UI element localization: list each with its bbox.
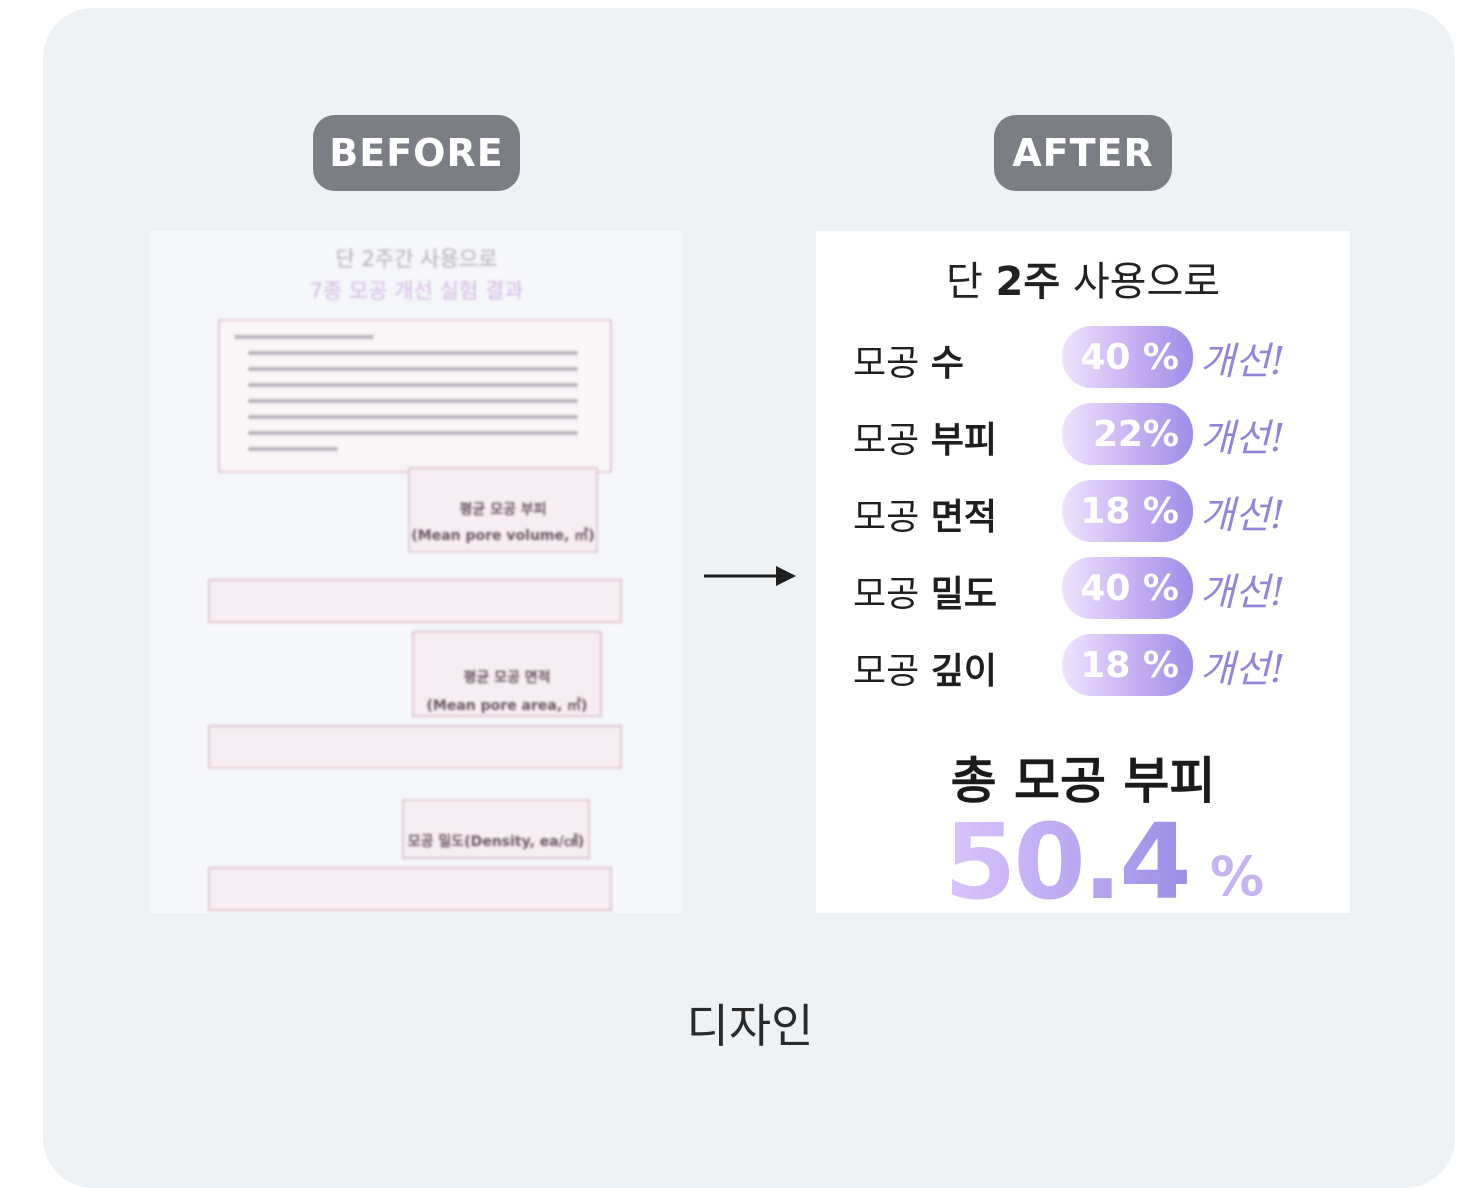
row-note: 개선! [1200,638,1285,693]
row-value: 18 % [1062,480,1193,542]
doc-callout-label: 평균 모공 면적 [414,667,600,687]
improvement-row: 모공 밀도 40 %개선! [816,557,1350,619]
doc-callout-label: 평균 모공 부피 [410,499,596,519]
doc-table-row [208,725,622,769]
arrow-head [776,566,796,586]
doc-text-line [248,367,578,371]
row-label-emphasis: 밀도 [931,574,997,615]
doc-callout: 모공 밀도(Density, ea/㎠) [402,799,590,859]
doc-text-line [248,399,578,403]
doc-callout: 평균 모공 면적 (Mean pore area, ㎡) [412,631,602,717]
row-label-prefix: 모공 [853,343,919,384]
doc-callout: 평균 모공 부피 (Mean pore volume, ㎥) [408,467,598,553]
headline-suffix: 사용으로 [1073,259,1220,305]
doc-callout-sublabel: (Mean pore area, ㎡) [414,695,600,715]
after-badge: AFTER [994,115,1172,191]
headline-prefix: 단 [946,259,983,305]
before-document: 단 2주간 사용으로 7종 모공 개선 실험 결과 평균 모공 부피 (Mean… [150,231,683,913]
doc-table-row [208,579,622,623]
doc-callout-sublabel: (Mean pore volume, ㎥) [410,525,596,545]
caption: 디자인 [0,990,1475,1056]
doc-text-line [248,415,578,419]
row-label: 모공 면적 [853,488,997,540]
row-value: 22% [1062,403,1193,465]
arrow [700,562,800,590]
total-value: 50.4 [944,801,1189,913]
before-image: 단 2주간 사용으로 7종 모공 개선 실험 결과 평균 모공 부피 (Mean… [150,231,683,913]
row-label: 모공 깊이 [853,642,997,694]
row-note: 개선! [1200,407,1285,462]
row-label-emphasis: 수 [931,343,964,384]
doc-text-line [248,383,578,387]
doc-text-block [218,319,612,473]
row-label-emphasis: 면적 [931,497,997,538]
improvement-row: 모공 깊이 18 %개선! [816,634,1350,696]
row-value: 40 % [1062,557,1193,619]
row-value: 40 % [1062,326,1193,388]
row-label-emphasis: 부피 [931,420,997,461]
doc-title: 단 2주간 사용으로 [150,243,683,273]
doc-text-line [234,335,374,339]
improvement-row: 모공 면적 18 %개선! [816,480,1350,542]
row-note: 개선! [1200,330,1285,385]
row-value: 18 % [1062,634,1193,696]
doc-callout-label: 모공 밀도(Density, ea/㎠) [404,831,588,851]
row-label-prefix: 모공 [853,651,919,692]
row-label-prefix: 모공 [853,420,919,461]
doc-text-line [248,431,578,435]
row-label-prefix: 모공 [853,497,919,538]
row-label-prefix: 모공 [853,574,919,615]
row-label-emphasis: 깊이 [931,651,997,692]
doc-subtitle: 7종 모공 개선 실험 결과 [150,275,683,305]
improvement-row: 모공 수 40 %개선! [816,326,1350,388]
headline-emphasis: 2주 [995,259,1060,305]
headline: 단 2주 사용으로 [816,249,1350,307]
improvement-row: 모공 부피 22%개선! [816,403,1350,465]
row-label: 모공 밀도 [853,565,997,617]
doc-text-line [248,447,338,451]
row-label: 모공 수 [853,334,964,386]
total-unit: % [1210,845,1264,908]
row-note: 개선! [1200,484,1285,539]
doc-table-row [208,867,612,911]
doc-text-line [248,351,578,355]
row-note: 개선! [1200,561,1285,616]
before-badge: BEFORE [313,115,520,191]
row-label: 모공 부피 [853,411,997,463]
page: {"before": {"badge": "BEFORE", "document… [0,0,1475,1158]
